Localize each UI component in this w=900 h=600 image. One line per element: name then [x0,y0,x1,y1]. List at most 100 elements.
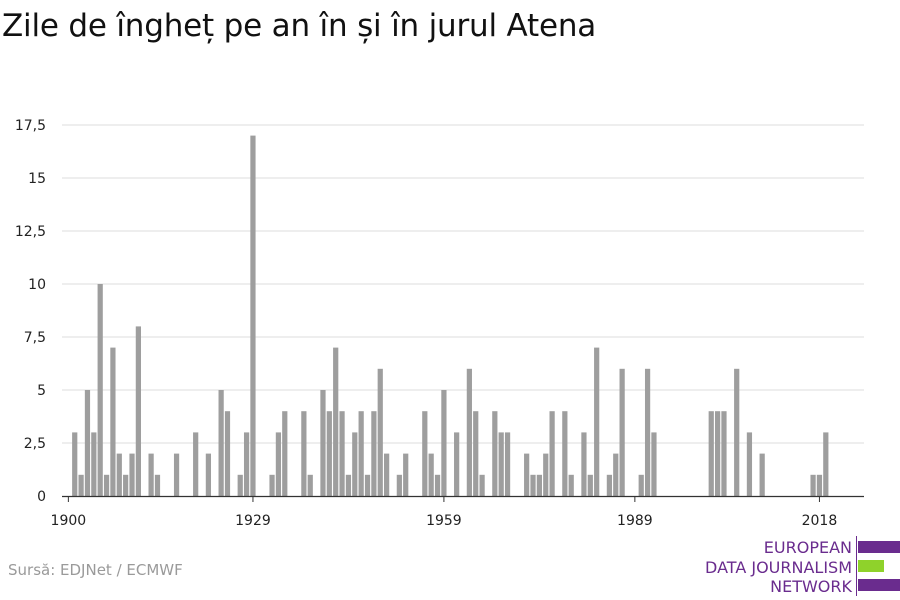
logo-bar-top [858,541,900,553]
y-tick-label: 15 [28,171,46,187]
bar [759,453,765,496]
bar [91,432,97,496]
bar [358,411,364,496]
x-tick-label: 1929 [235,513,271,529]
bar [422,411,428,496]
bar [78,474,84,496]
bar [135,326,141,496]
bar [320,390,326,496]
y-tick-label: 7,5 [24,330,46,346]
x-axis [62,495,864,502]
bar [275,432,282,496]
bar [734,368,740,496]
bar [562,411,568,496]
bar [613,453,619,496]
logo-line-data-journalism: DATA JOURNALISM [705,558,852,577]
bar [498,432,504,496]
bar [269,474,275,496]
bar [97,284,103,496]
bar [116,453,122,496]
bar [123,474,129,496]
bar [224,411,231,496]
bar [568,474,574,496]
logo-bar-bottom [858,579,900,591]
bar [371,411,377,496]
bar [396,474,402,496]
bar [403,453,409,496]
bar [581,432,587,496]
y-tick-label: 5 [37,383,46,399]
bar [282,411,288,496]
bar [708,411,714,496]
bar [218,390,224,496]
logo-line-network: NETWORK [770,577,852,596]
bar [492,411,498,496]
bars [72,135,829,496]
bar [651,432,657,496]
bar [746,432,753,496]
bar [714,411,721,496]
bar [84,390,91,496]
bar [428,453,434,496]
bar [543,453,549,496]
bar [307,474,313,496]
bar [237,474,243,496]
bar [72,432,78,496]
y-tick-label: 2,5 [24,436,46,452]
bar [504,432,511,496]
y-tick-label: 0 [37,489,46,505]
bar [205,453,212,496]
x-tick-label: 1989 [617,513,653,529]
bar [454,432,460,496]
bar [810,474,816,496]
bar [816,474,823,496]
x-tick-label: 1900 [51,513,87,529]
logo-separator [856,536,857,596]
bar [638,474,644,496]
y-tick-label: 10 [28,277,46,293]
bar [823,432,829,496]
bar [377,368,383,496]
bar [333,347,339,496]
bar [536,474,542,496]
chart-title: Zile de îngheț pe an în și în jurul Aten… [2,8,597,44]
bar [587,474,593,496]
y-tick-label: 12,5 [15,224,46,240]
bar [352,432,358,496]
bar [301,411,307,496]
bar [110,347,116,496]
bar [466,368,472,496]
bar [384,453,390,496]
bar [345,474,352,496]
logo-bar-middle [858,560,884,572]
bar [173,453,180,496]
bar [243,432,250,496]
bar [154,474,161,496]
bar [339,411,345,496]
bar [619,368,625,496]
y-tick-label: 17,5 [15,118,46,134]
bar [250,135,256,496]
bar [524,453,530,496]
bar [549,411,555,496]
bar [721,411,727,496]
bar [326,411,332,496]
source-note: Sursă: EDJNet / ECMWF [8,561,183,579]
bar [594,347,600,496]
y-axis-tick-labels: 0 2,5 5 7,5 10 12,5 15 17,5 [15,118,46,505]
bar [103,474,110,496]
bar [644,368,651,496]
grid-lines [62,124,864,444]
x-axis-tick-labels: 1900 1929 1959 1989 2018 [51,513,838,529]
bar [148,453,154,496]
bar [441,390,447,496]
bar [193,432,199,496]
bar [473,411,479,496]
bar [364,474,371,496]
bar [606,474,613,496]
bar [129,453,135,496]
bar [434,474,441,496]
edjnet-logo: EUROPEAN DATA JOURNALISM NETWORK [700,536,900,596]
x-tick-label: 2018 [802,513,838,529]
